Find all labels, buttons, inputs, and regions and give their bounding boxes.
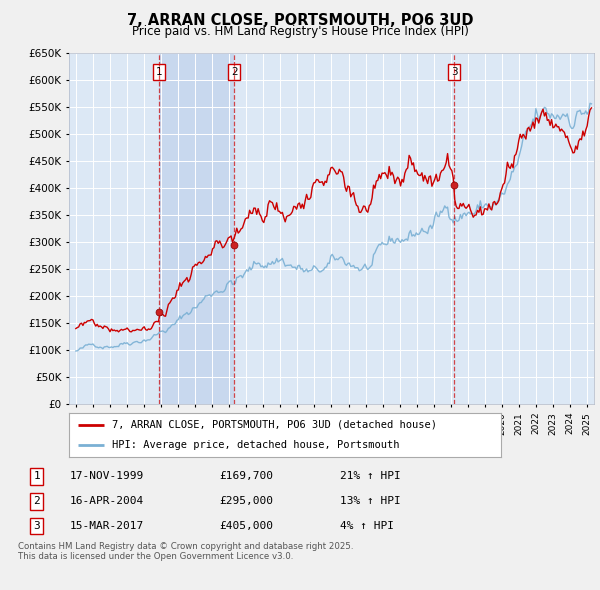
Text: 21% ↑ HPI: 21% ↑ HPI	[340, 471, 401, 481]
Text: HPI: Average price, detached house, Portsmouth: HPI: Average price, detached house, Port…	[112, 440, 400, 450]
Text: 1: 1	[155, 67, 163, 77]
Bar	[159, 53, 234, 404]
Text: 13% ↑ HPI: 13% ↑ HPI	[340, 496, 401, 506]
Text: £295,000: £295,000	[220, 496, 274, 506]
Text: £405,000: £405,000	[220, 522, 274, 532]
Text: 2: 2	[231, 67, 238, 77]
Text: 2: 2	[34, 496, 40, 506]
Text: 3: 3	[451, 67, 458, 77]
Text: 7, ARRAN CLOSE, PORTSMOUTH, PO6 3UD: 7, ARRAN CLOSE, PORTSMOUTH, PO6 3UD	[127, 13, 473, 28]
Text: 16-APR-2004: 16-APR-2004	[70, 496, 144, 506]
Text: £169,700: £169,700	[220, 471, 274, 481]
Text: 17-NOV-1999: 17-NOV-1999	[70, 471, 144, 481]
Text: 7, ARRAN CLOSE, PORTSMOUTH, PO6 3UD (detached house): 7, ARRAN CLOSE, PORTSMOUTH, PO6 3UD (det…	[112, 420, 437, 430]
Text: Price paid vs. HM Land Registry's House Price Index (HPI): Price paid vs. HM Land Registry's House …	[131, 25, 469, 38]
Text: 15-MAR-2017: 15-MAR-2017	[70, 522, 144, 532]
Text: 3: 3	[34, 522, 40, 532]
Text: Contains HM Land Registry data © Crown copyright and database right 2025.
This d: Contains HM Land Registry data © Crown c…	[18, 542, 353, 561]
Text: 4% ↑ HPI: 4% ↑ HPI	[340, 522, 394, 532]
Text: 1: 1	[34, 471, 40, 481]
